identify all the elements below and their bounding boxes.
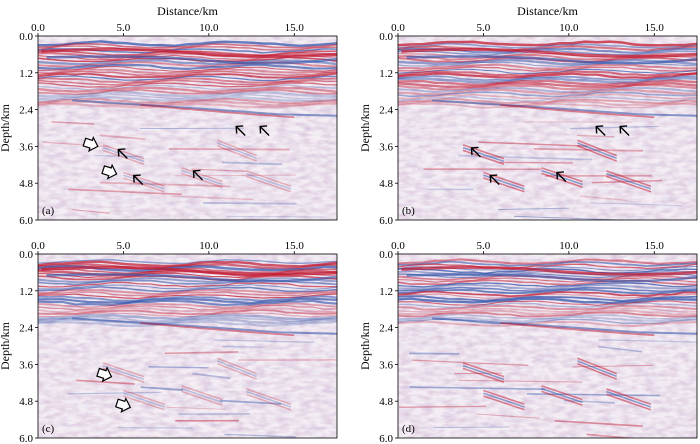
y-tick-label: 3.6 <box>379 141 393 153</box>
panel-a: 0.0 5.0 10.0 15.0 0.0 1.2 2.4 3.6 4.8 6.0 Distance… <box>0 4 338 227</box>
line-arrow-icon <box>595 125 606 136</box>
x-tick-label: 5.0 <box>477 22 491 34</box>
y-tick-label: 3.6 <box>19 359 33 371</box>
y-tick-label: 1.2 <box>19 68 33 80</box>
y-tick-label: 2.4 <box>19 105 33 117</box>
seismic-image-b <box>398 36 697 220</box>
y-tick-label: 0.0 <box>19 249 33 261</box>
y-tick-label: 1.2 <box>19 286 33 298</box>
y-tick-label: 0.0 <box>19 31 33 43</box>
x-tick-label: 0.0 <box>391 22 405 34</box>
y-axis-title: Depth/km <box>0 321 12 370</box>
line-arrow-icon <box>556 171 567 182</box>
panel-label: (a) <box>42 205 55 217</box>
x-tick-label: 15.0 <box>285 22 305 34</box>
line-arrow-icon <box>132 174 144 186</box>
x-tick-label: 10.0 <box>559 22 579 34</box>
x-axis-title: Distance/km <box>157 4 218 18</box>
y-tick-label: 1.2 <box>379 68 393 80</box>
y-tick-label: 4.8 <box>379 178 393 190</box>
y-tick-label: 2.4 <box>19 323 33 335</box>
line-arrow-icon <box>235 125 246 136</box>
panel-frame <box>37 35 338 221</box>
x-tick-label: 10.0 <box>199 22 219 34</box>
y-axis-title: Depth/km <box>358 103 372 152</box>
x-tick-label: 5.0 <box>117 22 131 34</box>
y-tick-label: 3.6 <box>19 141 33 153</box>
seismic-image-d <box>398 254 697 438</box>
hollow-arrow-icon <box>82 136 99 153</box>
hollow-arrow-icon <box>101 163 118 180</box>
hollow-arrow-icon <box>96 366 113 383</box>
x-tick-label: 10.0 <box>559 240 579 252</box>
y-tick-label: 3.6 <box>379 359 393 371</box>
x-tick-label: 5.0 <box>117 240 131 252</box>
y-tick-label: 2.4 <box>379 323 393 335</box>
y-tick-label: 6.0 <box>379 433 393 444</box>
panel-b: 0.0 5.0 10.0 15.0 0.0 1.2 2.4 3.6 4.8 6.0 Distance… <box>358 4 698 227</box>
y-tick-label: 4.8 <box>19 178 33 190</box>
y-tick-label: 2.4 <box>379 105 393 117</box>
panel-label: (b) <box>402 205 415 217</box>
x-tick-label: 5.0 <box>477 240 491 252</box>
line-arrow-icon <box>470 146 481 158</box>
x-tick-label: 0.0 <box>391 240 405 252</box>
x-tick-label: 0.0 <box>31 240 45 252</box>
panel-d: 0.0 5.0 10.0 15.0 0.0 1.2 2.4 3.6 4.8 6.0 Depth/km… <box>358 240 698 444</box>
x-tick-label: 15.0 <box>285 240 305 252</box>
y-tick-label: 4.8 <box>19 396 33 408</box>
seismic-image-a <box>38 36 337 220</box>
line-arrow-icon <box>117 148 128 159</box>
y-tick-label: 6.0 <box>379 215 393 227</box>
line-arrow-icon <box>192 169 203 181</box>
panel-frame <box>397 35 698 221</box>
panel-label: (c) <box>42 423 55 435</box>
x-tick-label: 0.0 <box>31 22 45 34</box>
line-arrow-icon <box>259 125 270 136</box>
x-axis-title: Distance/km <box>517 4 578 18</box>
line-arrow-icon <box>489 174 500 186</box>
y-axis-title: Depth/km <box>0 103 12 152</box>
line-arrow-icon <box>619 125 630 136</box>
y-tick-label: 0.0 <box>379 31 393 43</box>
panel-c: 0.0 5.0 10.0 15.0 0.0 1.2 2.4 3.6 4.8 6.0 Depth/km… <box>0 240 338 444</box>
x-tick-label: 15.0 <box>645 240 665 252</box>
y-tick-label: 1.2 <box>379 286 393 298</box>
y-tick-label: 0.0 <box>379 249 393 261</box>
panel-label: (d) <box>402 423 415 435</box>
seismic-image-c <box>38 254 337 438</box>
y-tick-label: 4.8 <box>379 396 393 408</box>
panel-frame <box>37 253 338 439</box>
y-tick-label: 6.0 <box>19 215 33 227</box>
y-axis-title: Depth/km <box>358 321 372 370</box>
hollow-arrow-icon <box>114 396 132 414</box>
x-tick-label: 15.0 <box>645 22 665 34</box>
panel-frame <box>397 253 698 439</box>
x-tick-label: 10.0 <box>199 240 219 252</box>
y-tick-label: 6.0 <box>19 433 33 444</box>
